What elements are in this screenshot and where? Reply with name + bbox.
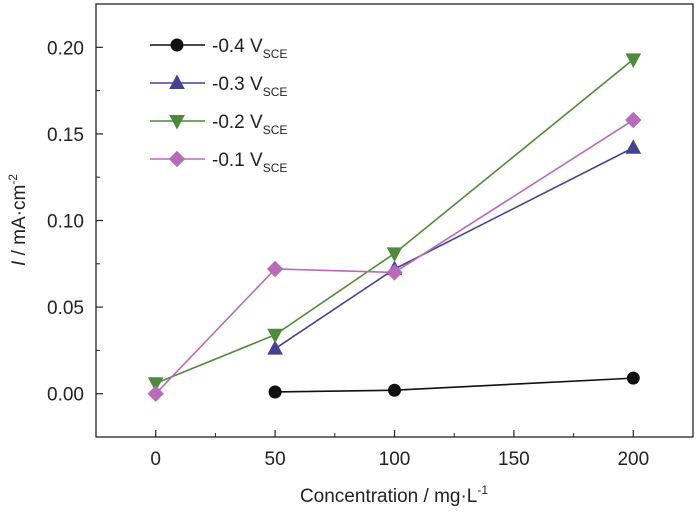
series-line — [275, 377, 634, 393]
y-tick-label: 0.20 — [47, 38, 84, 59]
series-line — [155, 119, 634, 395]
y-tick-label: 0.15 — [47, 125, 84, 146]
data-point — [625, 139, 642, 154]
data-point — [386, 264, 403, 281]
data-point — [625, 111, 642, 129]
legend-marker — [170, 38, 184, 52]
data-point — [268, 385, 282, 399]
series-2 — [147, 53, 642, 392]
y-tick-label: 0.00 — [47, 385, 84, 406]
y-tick-label: 0.10 — [47, 212, 84, 233]
x-tick-label: 0 — [150, 449, 161, 470]
legend-marker — [169, 74, 185, 89]
legend-item: -0.1 VSCE — [150, 150, 287, 175]
legend-label: -0.2 VSCE — [212, 112, 287, 137]
x-tick-label: 150 — [498, 449, 530, 470]
data-point — [626, 371, 640, 385]
data-point — [147, 385, 164, 402]
series-3 — [147, 111, 642, 402]
plot-frame — [95, 3, 694, 438]
y-tick-label: 0.05 — [47, 298, 84, 319]
data-point — [388, 383, 401, 397]
x-axis-title: Concentration / mg·L-1 — [300, 483, 488, 507]
x-tick-label: 100 — [379, 449, 411, 470]
x-tick-label: 200 — [617, 449, 649, 470]
series-line — [155, 58, 634, 385]
legend-label: -0.3 VSCE — [212, 74, 287, 99]
data-point — [147, 377, 164, 392]
y-axis-title: I / mA·cm-2 — [6, 174, 30, 266]
legend-marker — [168, 150, 186, 168]
data-point — [266, 260, 284, 278]
data-point — [267, 340, 283, 355]
legend-label: -0.1 VSCE — [212, 150, 287, 175]
legend-label: -0.4 VSCE — [212, 36, 287, 61]
legend-item: -0.4 VSCE — [150, 36, 287, 61]
x-tick-label: 50 — [265, 449, 286, 470]
legend-item: -0.2 VSCE — [150, 112, 287, 137]
data-point — [267, 328, 283, 344]
data-point — [386, 247, 403, 262]
series-1 — [267, 139, 642, 355]
series-line — [274, 147, 634, 350]
legend-marker — [169, 115, 185, 130]
legend-item: -0.3 VSCE — [150, 74, 287, 99]
series-0 — [268, 371, 640, 399]
data-point — [625, 53, 642, 68]
